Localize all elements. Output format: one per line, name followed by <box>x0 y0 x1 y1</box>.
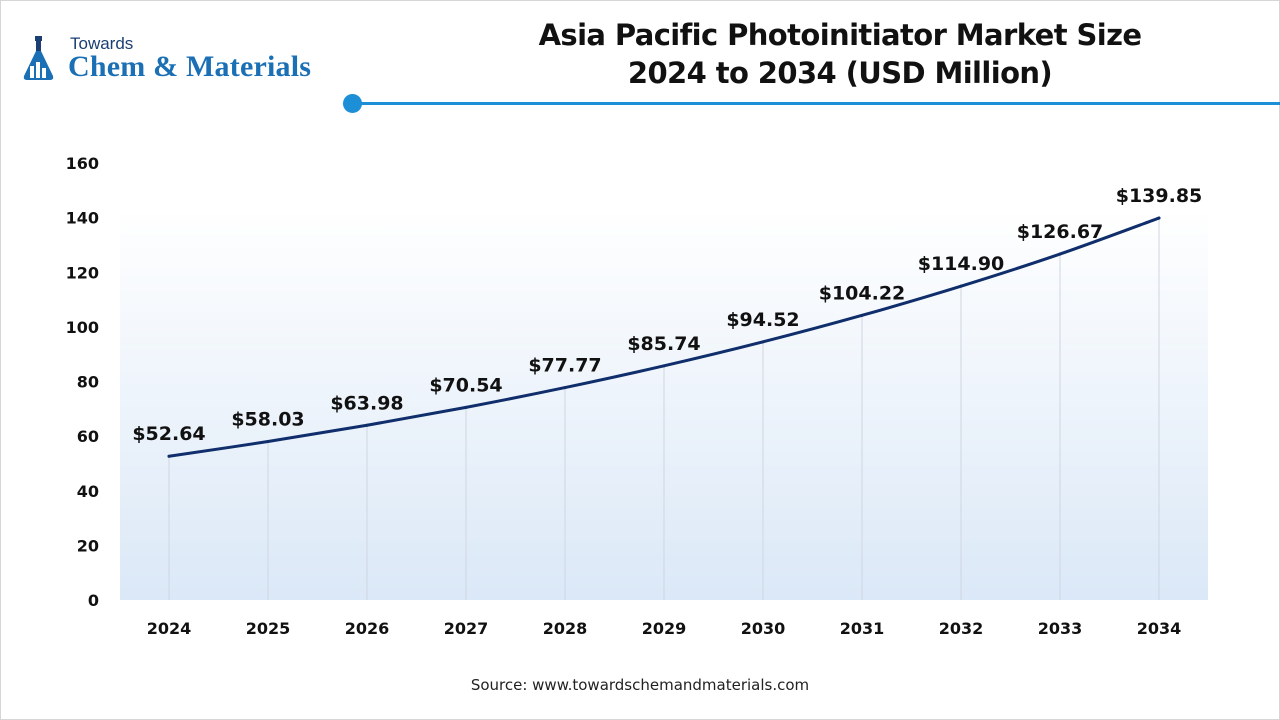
y-tick-label-100: 100 <box>66 318 99 337</box>
brand-name: Chem & Materials <box>68 50 312 83</box>
data-label-2032: $114.90 <box>918 253 1005 275</box>
data-label-2034: $139.85 <box>1116 185 1203 207</box>
x-tick-label-2029: 2029 <box>642 619 687 638</box>
brand-small-text: Towards <box>70 34 134 53</box>
data-point-2029 <box>662 364 666 368</box>
y-tick-label-0: 0 <box>88 591 99 610</box>
x-tick-label-2028: 2028 <box>543 619 588 638</box>
data-point-2034 <box>1157 216 1161 220</box>
chart-title-line-1: Asia Pacific Photoinitiator Market Size <box>538 18 1142 52</box>
data-point-2026 <box>365 423 369 427</box>
x-tick-label-2032: 2032 <box>939 619 984 638</box>
data-point-2028 <box>563 386 567 390</box>
data-point-2031 <box>860 313 864 317</box>
chart-title: Asia Pacific Photoinitiator Market Size … <box>490 16 1190 92</box>
y-tick-label-160: 160 <box>66 154 99 173</box>
x-tick-label-2025: 2025 <box>246 619 291 638</box>
data-point-2033 <box>1058 252 1062 256</box>
data-label-2027: $70.54 <box>429 374 502 396</box>
data-label-2030: $94.52 <box>726 309 799 331</box>
data-point-2030 <box>761 340 765 344</box>
data-label-2029: $85.74 <box>627 333 700 355</box>
data-point-2027 <box>464 405 468 409</box>
title-divider-line <box>356 102 1280 105</box>
source-note: Source: www.towardschemandmaterials.com <box>470 676 810 694</box>
y-tick-label-120: 120 <box>66 263 99 282</box>
title-divider-dot <box>343 94 362 113</box>
x-tick-label-2033: 2033 <box>1038 619 1083 638</box>
data-label-2024: $52.64 <box>132 423 205 445</box>
data-label-2026: $63.98 <box>330 392 403 414</box>
x-tick-label-2024: 2024 <box>147 619 192 638</box>
y-tick-label-40: 40 <box>77 482 99 501</box>
x-tick-label-2027: 2027 <box>444 619 489 638</box>
data-point-2025 <box>266 440 270 444</box>
data-label-2033: $126.67 <box>1017 221 1104 243</box>
data-label-2025: $58.03 <box>231 409 304 431</box>
data-point-2024 <box>167 454 171 458</box>
data-label-2031: $104.22 <box>819 282 906 304</box>
brand-logo: Towards Chem & Materials <box>22 34 342 86</box>
chart-title-line-2: 2024 to 2034 (USD Million) <box>627 56 1053 90</box>
y-tick-label-140: 140 <box>66 209 99 228</box>
x-tick-label-2031: 2031 <box>840 619 885 638</box>
y-tick-label-20: 20 <box>77 536 99 555</box>
x-tick-label-2030: 2030 <box>741 619 786 638</box>
x-tick-label-2026: 2026 <box>345 619 390 638</box>
flask-logo-icon <box>23 36 54 80</box>
x-tick-label-2034: 2034 <box>1137 619 1182 638</box>
data-label-2028: $77.77 <box>528 355 601 377</box>
y-tick-label-80: 80 <box>77 373 99 392</box>
y-tick-label-60: 60 <box>77 427 99 446</box>
data-point-2032 <box>959 284 963 288</box>
